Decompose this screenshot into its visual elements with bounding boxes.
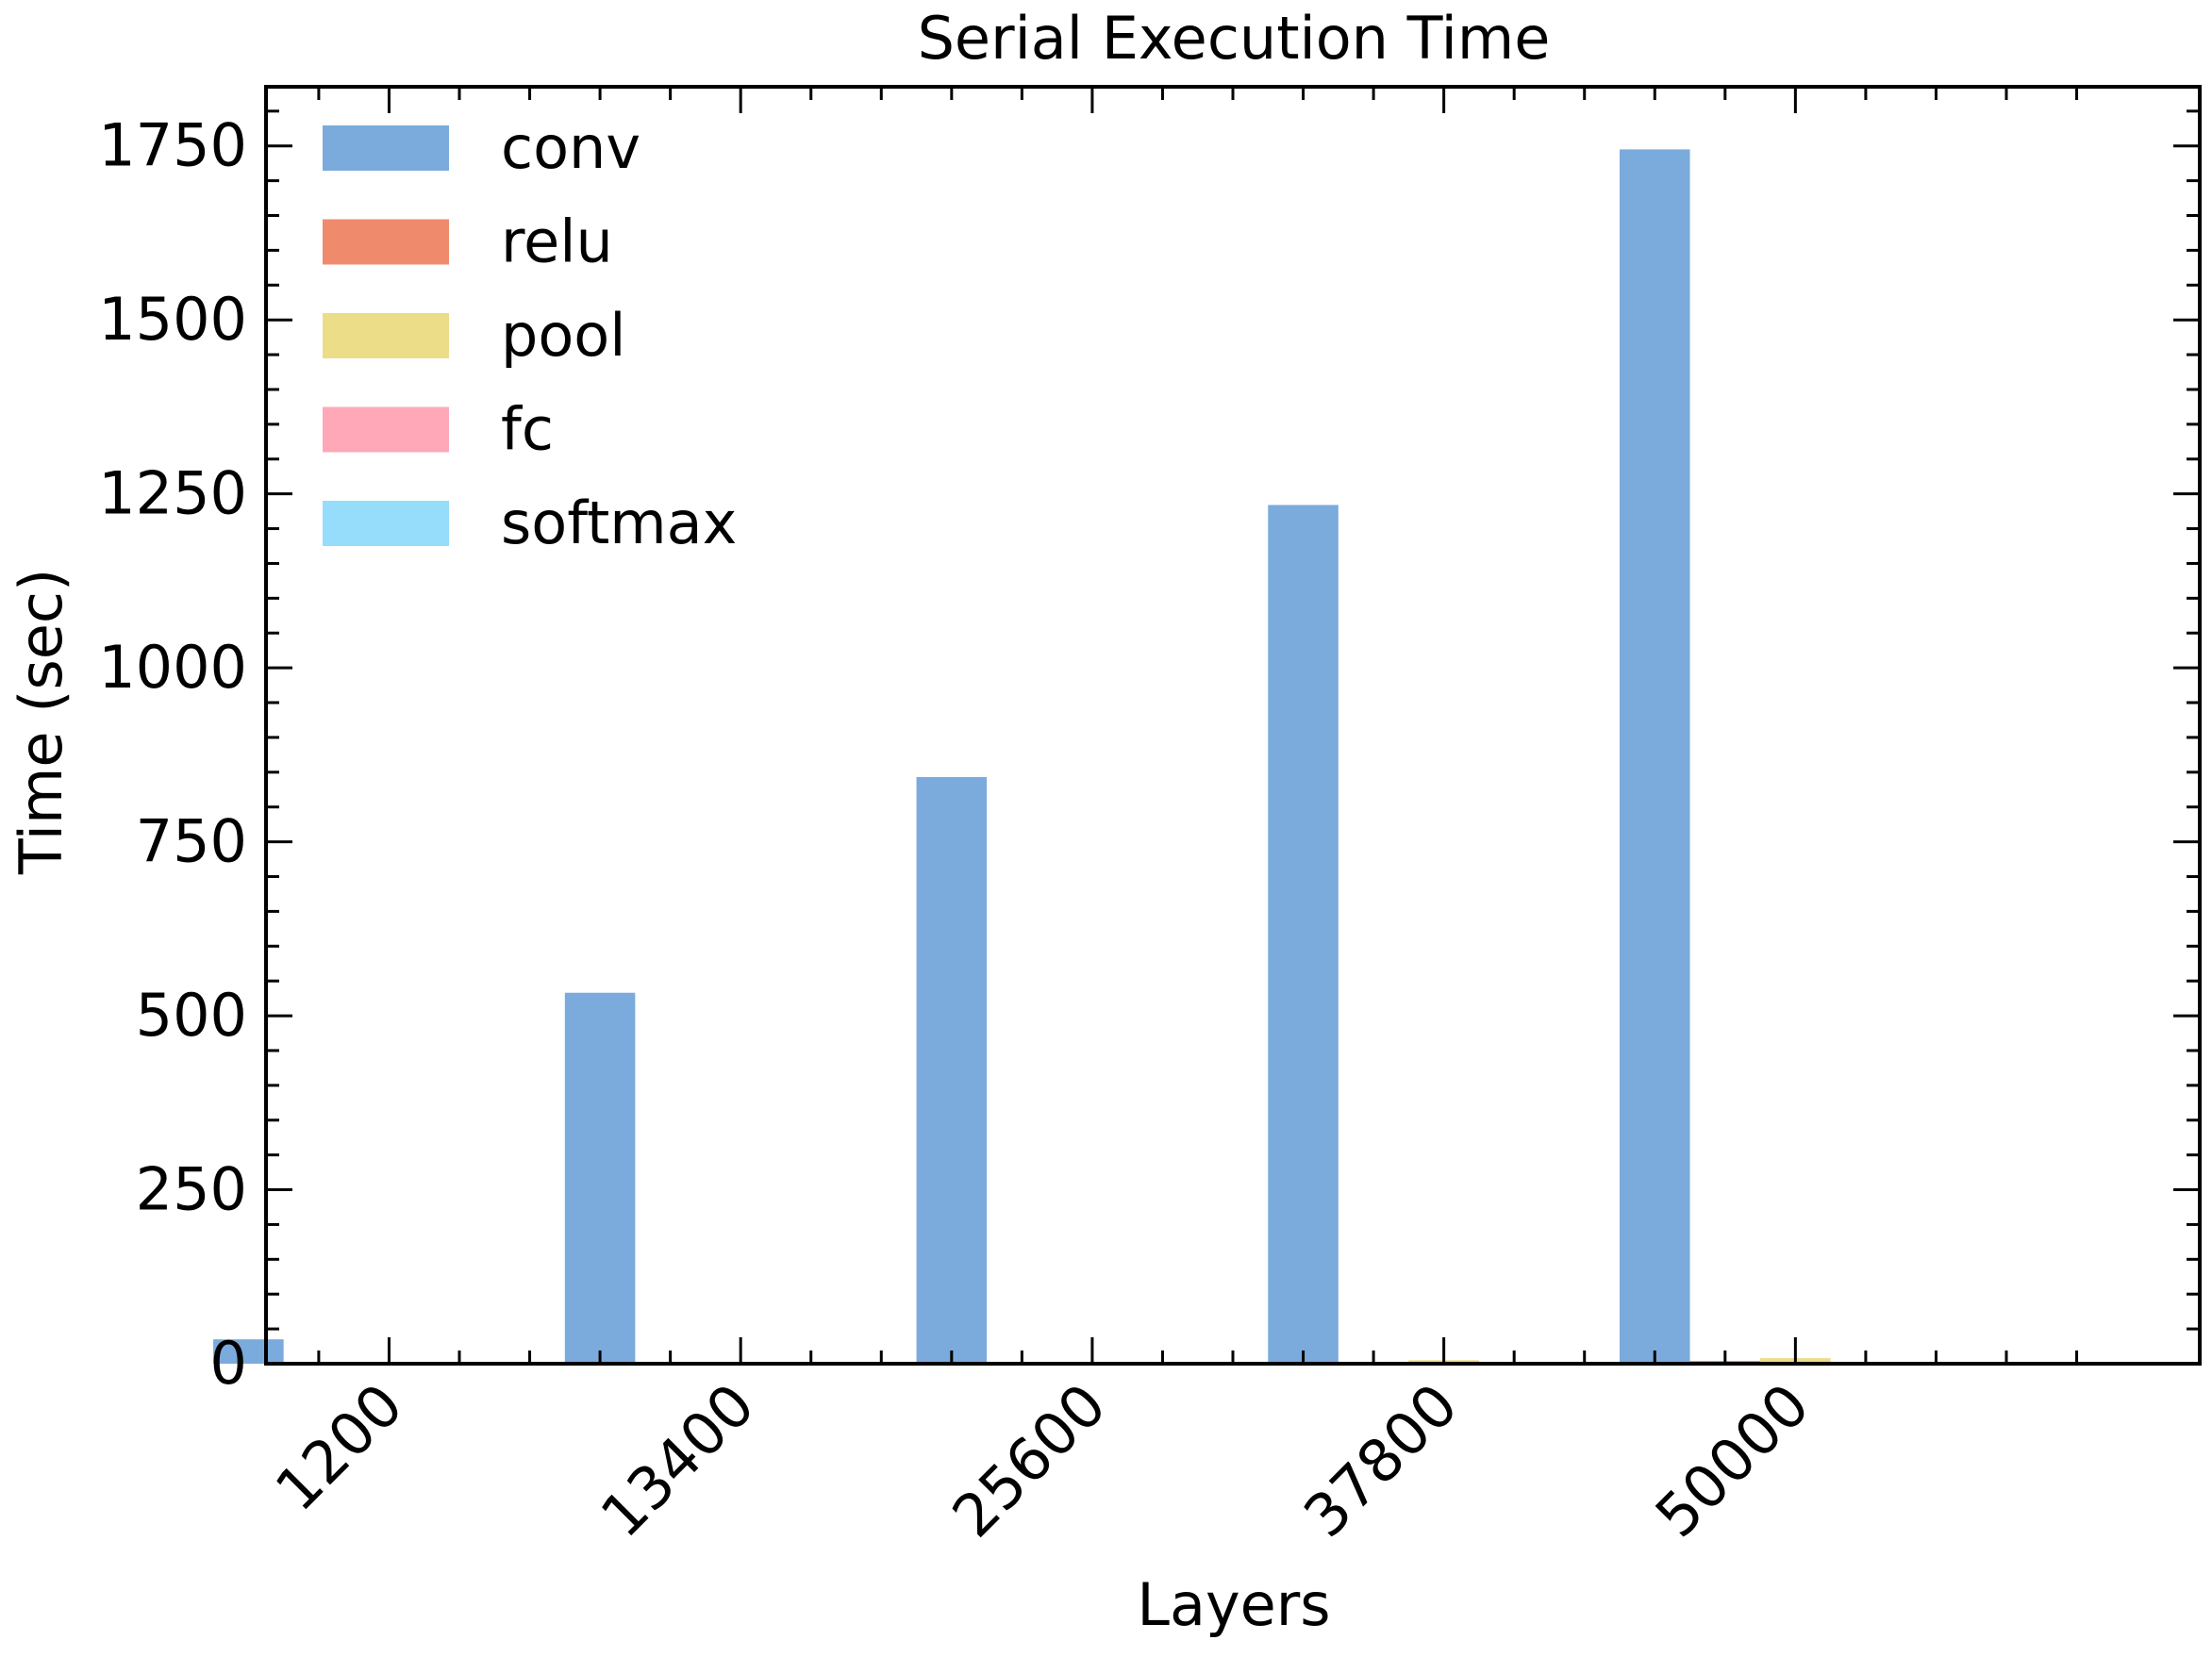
y-axis-label: Time (sec) (7, 569, 75, 875)
legend-swatch-softmax (323, 501, 449, 546)
chart-title: Serial Execution Time (918, 4, 1551, 73)
y-tick-label: 500 (136, 981, 247, 1050)
y-tick-label: 250 (136, 1155, 247, 1224)
y-tick-label: 1750 (98, 111, 247, 180)
x-tick-label: 25600 (939, 1370, 1119, 1550)
legend: conv relu pool fc softmax (323, 113, 737, 557)
x-tick-label: 37800 (1290, 1370, 1471, 1550)
bar-conv-37800 (1268, 505, 1339, 1364)
bars-group (213, 149, 1831, 1364)
legend-label-pool: pool (501, 301, 625, 370)
y-tick-label: 0 (210, 1329, 247, 1398)
y-tick-label: 750 (136, 807, 247, 876)
bar-conv-50000 (1620, 149, 1690, 1364)
x-tick-label: 50000 (1642, 1370, 1822, 1550)
legend-swatch-fc (323, 407, 449, 453)
plot-frame (266, 87, 2200, 1364)
ticks-group (266, 87, 2200, 1364)
y-tick-label: 1000 (98, 633, 247, 702)
legend-swatch-pool (323, 313, 449, 358)
bar-conv-13400 (565, 993, 636, 1364)
y-tick-label: 1250 (98, 459, 247, 528)
legend-swatch-relu (323, 220, 449, 265)
legend-label-fc: fc (501, 395, 554, 464)
legend-label-softmax: softmax (501, 489, 737, 557)
x-tick-label: 13400 (588, 1370, 768, 1550)
legend-swatch-conv (323, 125, 449, 171)
legend-label-conv: conv (501, 113, 640, 182)
y-tick-label: 1500 (98, 285, 247, 354)
legend-label-relu: relu (501, 207, 613, 276)
x-tick-label: 1200 (262, 1370, 416, 1524)
x-axis-label: Layers (1137, 1570, 1330, 1639)
bar-conv-25600 (917, 777, 988, 1364)
